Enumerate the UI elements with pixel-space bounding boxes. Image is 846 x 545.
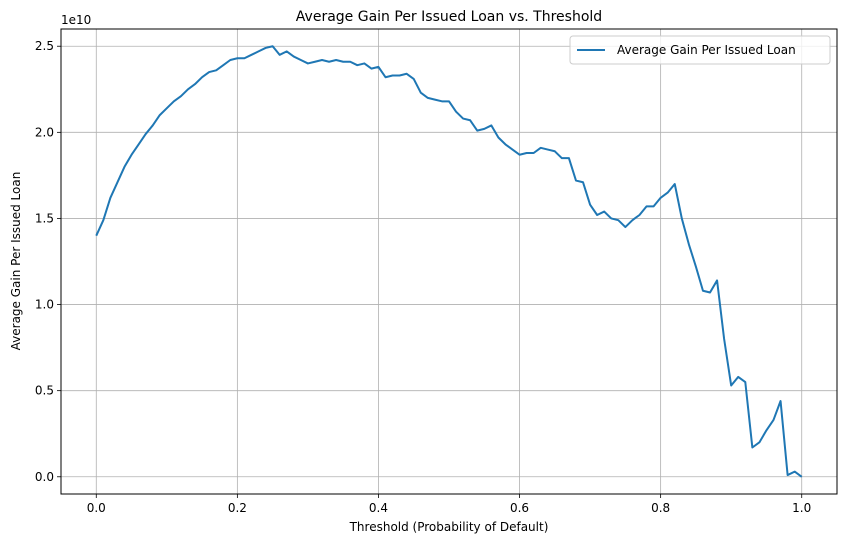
y-tick-label: 2.5	[35, 39, 54, 53]
ticks: 0.0 0.2 0.4 0.6 0.8 1.0 0.0 0.5 1.0 1.5 2.0 2.5	[35, 39, 811, 515]
y-tick-label: 0.0	[35, 470, 54, 484]
y-tick-label: 1.0	[35, 298, 54, 312]
x-tick-label: 0.2	[228, 501, 247, 515]
x-tick-label: 1.0	[792, 501, 811, 515]
x-tick-label: 0.8	[651, 501, 670, 515]
y-tick-label: 1.5	[35, 211, 54, 225]
x-tick-label: 0.6	[510, 501, 529, 515]
series-line	[95, 45, 803, 478]
chart-title: Average Gain Per Issued Loan vs. Thresho…	[296, 9, 602, 25]
y-axis-label: Average Gain Per Issued Loan	[9, 172, 23, 351]
plot-area-frame	[60, 28, 838, 495]
legend-entry-label: Average Gain Per Issued Loan	[617, 43, 796, 57]
x-axis-label: Threshold (Probability of Default)	[349, 520, 549, 534]
series-group	[95, 45, 803, 478]
grid	[61, 29, 837, 494]
legend-box	[569, 35, 831, 65]
x-tick-label: 0.0	[87, 501, 106, 515]
y-tick-label: 2.0	[35, 125, 54, 139]
x-tick-label: 0.4	[369, 501, 388, 515]
legend: Average Gain Per Issued Loan	[569, 35, 831, 65]
y-tick-label: 0.5	[35, 384, 54, 398]
y-axis-offset-label: 1e10	[61, 13, 91, 27]
